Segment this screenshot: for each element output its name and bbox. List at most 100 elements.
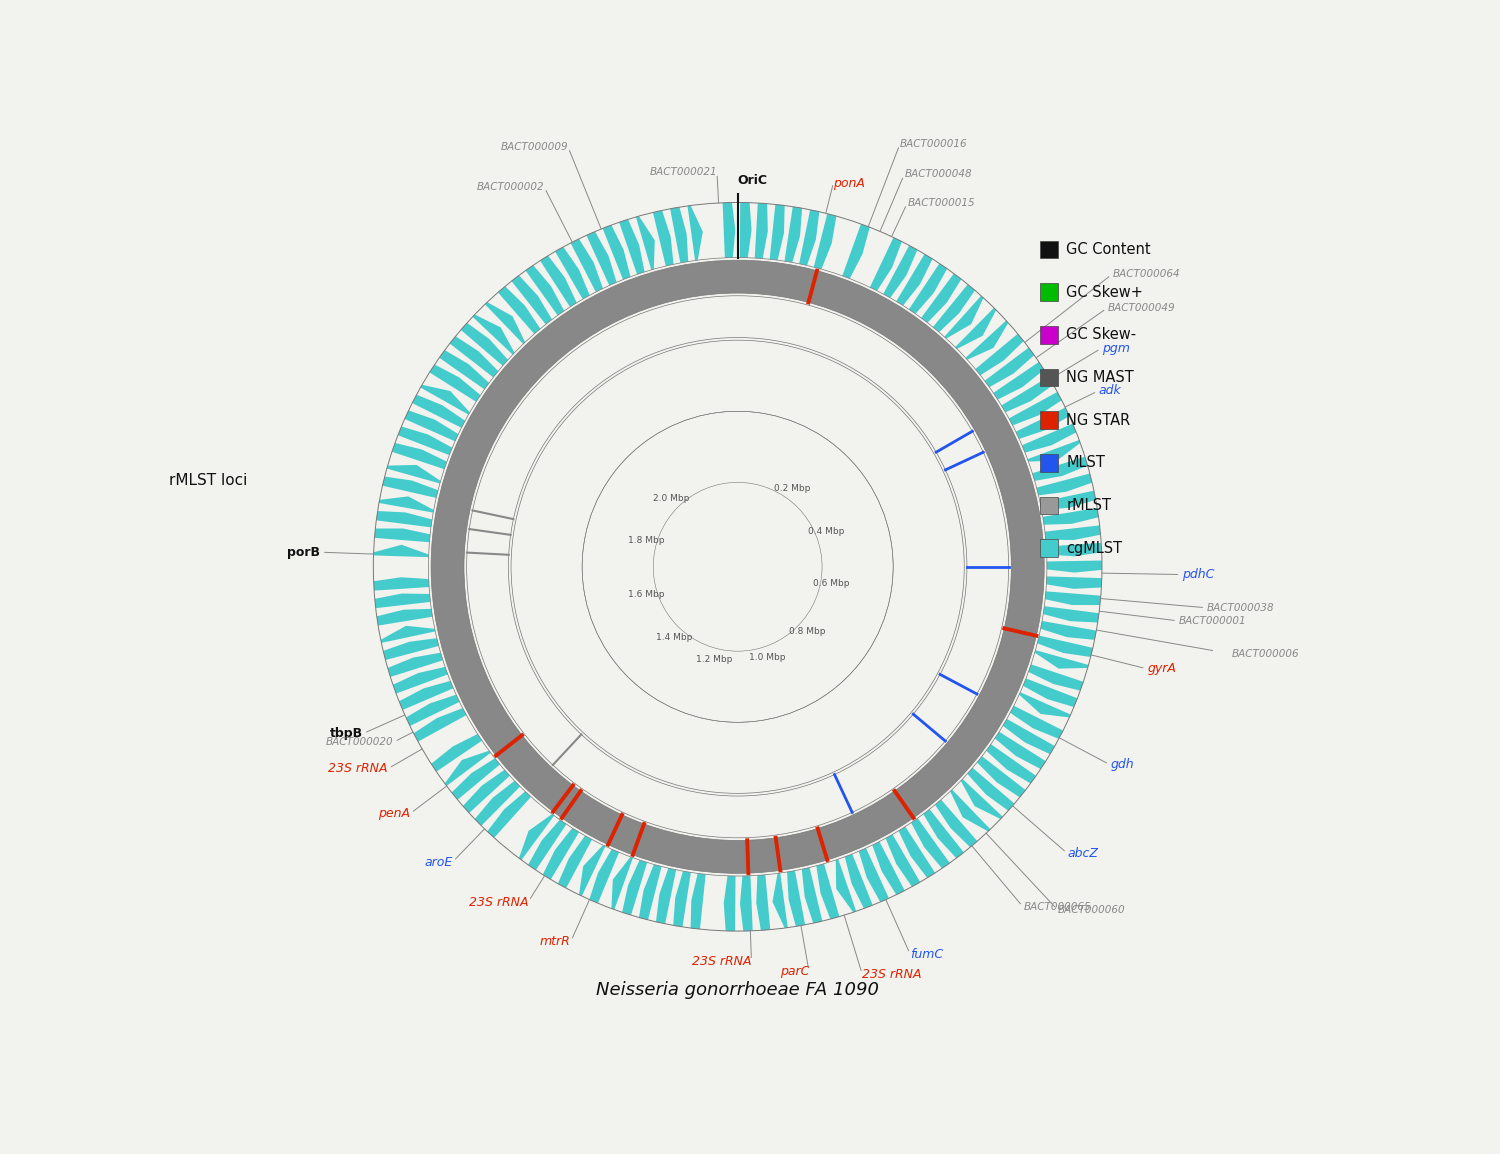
Wedge shape xyxy=(802,480,843,514)
Wedge shape xyxy=(626,619,670,653)
Wedge shape xyxy=(552,609,588,621)
Polygon shape xyxy=(1010,706,1064,739)
Wedge shape xyxy=(616,613,668,646)
Wedge shape xyxy=(712,649,718,677)
Wedge shape xyxy=(626,614,668,643)
Polygon shape xyxy=(1010,392,1062,426)
Wedge shape xyxy=(729,460,730,482)
Wedge shape xyxy=(774,643,783,660)
Wedge shape xyxy=(656,636,688,682)
Wedge shape xyxy=(865,655,867,658)
Wedge shape xyxy=(822,577,858,583)
Wedge shape xyxy=(880,628,902,637)
Wedge shape xyxy=(813,602,846,619)
Wedge shape xyxy=(670,713,686,752)
Wedge shape xyxy=(694,464,705,489)
Wedge shape xyxy=(610,692,646,743)
Text: BACT000060: BACT000060 xyxy=(1058,905,1125,915)
Wedge shape xyxy=(822,569,868,571)
Text: GC Content: GC Content xyxy=(1066,242,1150,257)
Wedge shape xyxy=(808,705,825,734)
Wedge shape xyxy=(810,609,842,628)
Wedge shape xyxy=(892,550,902,552)
Polygon shape xyxy=(945,657,987,681)
Polygon shape xyxy=(519,703,556,733)
Wedge shape xyxy=(620,614,668,647)
Wedge shape xyxy=(813,605,846,622)
Wedge shape xyxy=(819,529,878,545)
Wedge shape xyxy=(839,684,854,700)
Wedge shape xyxy=(825,418,840,439)
Wedge shape xyxy=(652,627,678,652)
Wedge shape xyxy=(609,564,654,565)
Wedge shape xyxy=(862,659,871,666)
Wedge shape xyxy=(632,445,636,450)
Wedge shape xyxy=(758,456,766,485)
Wedge shape xyxy=(732,722,734,763)
Wedge shape xyxy=(815,514,855,533)
Wedge shape xyxy=(874,473,915,495)
Wedge shape xyxy=(865,654,879,664)
Wedge shape xyxy=(596,560,654,563)
Wedge shape xyxy=(610,591,657,605)
Text: Neisseria gonorrhoeae FA 1090: Neisseria gonorrhoeae FA 1090 xyxy=(596,981,879,998)
Wedge shape xyxy=(674,715,692,767)
Wedge shape xyxy=(558,523,586,531)
Wedge shape xyxy=(784,456,813,497)
Polygon shape xyxy=(548,730,582,766)
Wedge shape xyxy=(770,449,788,489)
Wedge shape xyxy=(880,627,909,639)
Wedge shape xyxy=(807,373,836,428)
Wedge shape xyxy=(702,472,708,488)
Wedge shape xyxy=(624,414,645,442)
Wedge shape xyxy=(702,380,709,414)
Wedge shape xyxy=(696,719,706,760)
Polygon shape xyxy=(626,317,648,359)
Wedge shape xyxy=(698,473,705,489)
Wedge shape xyxy=(772,452,790,490)
Wedge shape xyxy=(873,643,877,646)
Wedge shape xyxy=(764,720,770,750)
Wedge shape xyxy=(662,411,670,427)
Wedge shape xyxy=(684,644,703,688)
Wedge shape xyxy=(622,610,666,638)
Wedge shape xyxy=(750,469,753,484)
Wedge shape xyxy=(609,694,648,748)
Polygon shape xyxy=(639,312,660,353)
Wedge shape xyxy=(606,554,654,560)
Polygon shape xyxy=(1004,719,1054,755)
Polygon shape xyxy=(906,383,942,417)
Polygon shape xyxy=(477,488,519,507)
Wedge shape xyxy=(702,649,715,695)
Wedge shape xyxy=(890,600,922,608)
Wedge shape xyxy=(808,496,844,520)
Wedge shape xyxy=(815,702,824,715)
Wedge shape xyxy=(853,669,865,681)
Wedge shape xyxy=(765,720,768,730)
Wedge shape xyxy=(566,539,584,544)
Wedge shape xyxy=(638,524,660,534)
Wedge shape xyxy=(801,480,836,511)
Polygon shape xyxy=(470,516,513,531)
Wedge shape xyxy=(822,559,867,562)
Wedge shape xyxy=(654,632,686,670)
Wedge shape xyxy=(644,505,666,522)
Wedge shape xyxy=(772,454,790,490)
Wedge shape xyxy=(740,722,742,769)
Wedge shape xyxy=(885,617,926,632)
Polygon shape xyxy=(621,773,645,815)
Wedge shape xyxy=(606,685,638,721)
Wedge shape xyxy=(786,384,798,419)
Wedge shape xyxy=(871,471,904,489)
Wedge shape xyxy=(682,642,699,674)
Wedge shape xyxy=(795,475,820,504)
Polygon shape xyxy=(612,856,633,909)
Wedge shape xyxy=(879,487,914,504)
Wedge shape xyxy=(612,550,654,556)
Wedge shape xyxy=(693,645,706,679)
Text: BACT000001: BACT000001 xyxy=(1179,616,1246,625)
Polygon shape xyxy=(933,284,975,332)
Wedge shape xyxy=(714,464,720,485)
Wedge shape xyxy=(892,557,904,560)
Wedge shape xyxy=(712,474,716,486)
